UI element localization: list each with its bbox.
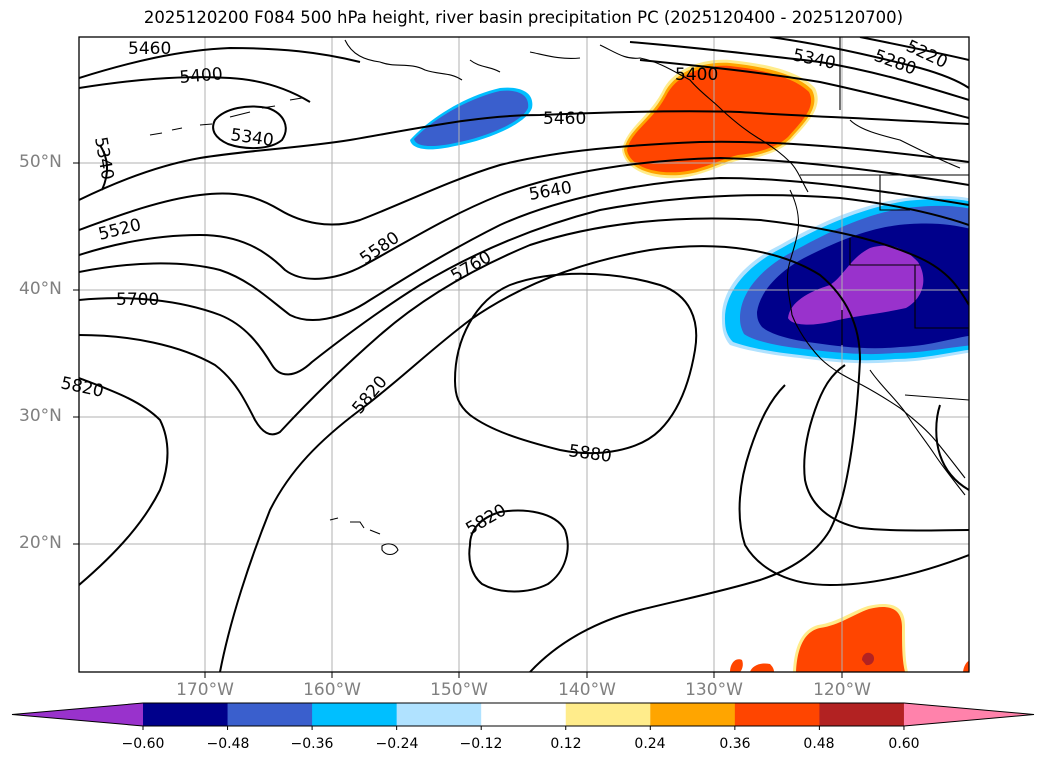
- contour-5340-ne: [629, 41, 969, 101]
- lon-label-170w: 170°W: [176, 680, 234, 700]
- colorbar-tick-label: −0.12: [459, 736, 503, 752]
- colorbar-bin: [650, 703, 736, 726]
- lon-label-150w: 150°W: [430, 680, 488, 700]
- contour-5340-left: [99, 144, 108, 191]
- lon-label-130w: 130°W: [685, 680, 743, 700]
- state-border-4: [914, 265, 969, 329]
- contour-5400-ne: [639, 59, 969, 119]
- contour-5760: [79, 217, 969, 436]
- colorbar-tick-label: −0.60: [121, 736, 165, 752]
- contour-5820-main: [219, 245, 862, 672]
- colorbar-bin: [734, 703, 820, 726]
- baja-coast: [869, 369, 966, 496]
- contour-5820-left: [79, 377, 169, 586]
- lat-label-20n: 20°N: [19, 533, 62, 553]
- positive-anomaly-small-1: [730, 659, 743, 672]
- colorbar-tick-label: 0.12: [550, 736, 582, 752]
- contour-5520: [79, 140, 969, 231]
- contour-5400-west: [79, 76, 311, 103]
- colorbar-extension-max: [903, 703, 1034, 726]
- colorbar-tick-label: 0.36: [719, 736, 751, 752]
- positive-anomaly-small-2: [750, 663, 774, 672]
- us-mexico-border: [904, 394, 969, 401]
- colorbar-tick-label: −0.36: [290, 736, 334, 752]
- contour-5820-loop: [468, 509, 569, 593]
- state-border-3: [849, 238, 920, 266]
- contour-label: 5400: [179, 64, 224, 88]
- contour-5640: [79, 176, 969, 321]
- hawaii-2: [350, 521, 365, 529]
- colorbar-bin: [396, 703, 482, 726]
- contour-5700-east: [935, 404, 969, 491]
- state-border-2: [879, 175, 910, 211]
- contour-label: 5460: [543, 109, 586, 129]
- aleutian-islands: [149, 97, 303, 136]
- contour-5580: [79, 156, 969, 280]
- contour-5340-loop: [212, 105, 287, 150]
- positive-anomaly-mexico-extreme: [862, 652, 875, 666]
- contour-label: 5400: [675, 65, 718, 85]
- height-contours: [79, 37, 969, 672]
- alaska-coast: [344, 39, 809, 193]
- map-border: [78, 36, 970, 673]
- colorbar-tick-label: 0.60: [888, 736, 920, 752]
- contour-5460-west: [79, 46, 361, 79]
- coastlines: [149, 37, 969, 556]
- hawaii-1: [329, 517, 339, 521]
- contour-5700: [79, 194, 969, 376]
- colorbar-bin: [227, 703, 313, 726]
- positive-anomaly-alaska-core: [627, 65, 812, 173]
- lat-label-40n: 40°N: [19, 279, 62, 299]
- bc-washington-coast: [786, 189, 799, 316]
- contour-5220: [859, 37, 969, 61]
- colorbar-tick-label: 0.48: [803, 736, 835, 752]
- contour-5760-east: [803, 364, 969, 532]
- colorbar-tick-label: 0.24: [634, 736, 666, 752]
- colorbar-bin: [819, 703, 905, 726]
- contour-5820-east: [738, 384, 969, 587]
- colorbar-tick-label: −0.48: [206, 736, 250, 752]
- contour-5880: [453, 272, 698, 455]
- colorbar-tick-label: −0.24: [375, 736, 419, 752]
- tick-marks: [73, 162, 843, 678]
- lon-label-120w: 120°W: [813, 680, 871, 700]
- positive-anomaly-small-3: [963, 660, 969, 672]
- colorbar-bin: [312, 703, 398, 726]
- map-title: 2025120200 F084 500 hPa height, river ba…: [143, 8, 904, 27]
- contour-5280: [769, 37, 969, 89]
- hawaii-4: [381, 543, 399, 556]
- lon-label-140w: 140°W: [558, 680, 616, 700]
- contour-label: 5460: [128, 39, 171, 59]
- lon-label-160w: 160°W: [303, 680, 361, 700]
- lat-label-50n: 50°N: [19, 152, 62, 172]
- contour-label: 5700: [116, 290, 159, 310]
- colorbar: [11, 702, 1035, 730]
- colorbar-extension-min: [12, 703, 143, 726]
- positive-anomaly-mexico-core: [796, 606, 905, 672]
- lat-label-30n: 30°N: [19, 406, 62, 426]
- negative-anomaly-north-pacific-core: [414, 90, 529, 147]
- colorbar-bin: [565, 703, 651, 726]
- hawaii-3: [369, 529, 381, 535]
- contour-5460-main: [79, 110, 969, 201]
- colorbar-bin: [481, 703, 567, 726]
- colorbar-bin: [143, 703, 229, 726]
